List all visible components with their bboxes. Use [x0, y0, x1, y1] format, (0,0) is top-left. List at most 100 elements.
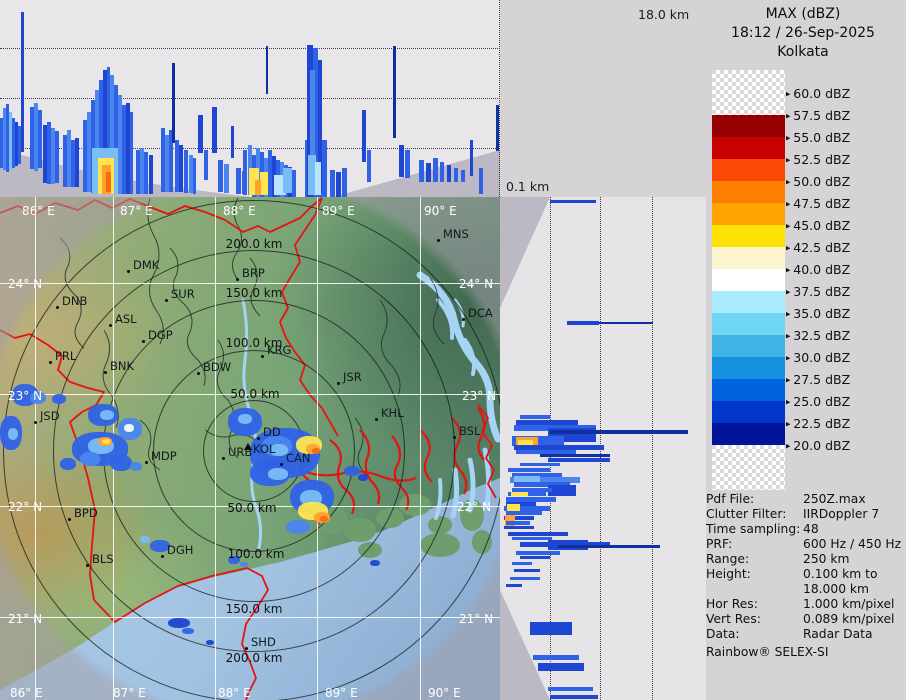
- echo-column: [224, 164, 229, 193]
- echo-blob: [238, 414, 252, 424]
- echo-blob: [182, 628, 194, 634]
- metadata-label: Hor Res:: [706, 597, 758, 611]
- echo-row: [508, 468, 550, 472]
- metadata-label: PRF:: [706, 537, 733, 551]
- longitude-label: 89° E: [322, 204, 355, 218]
- dbz-tick-label: ▸ 37.5 dBZ: [785, 284, 851, 299]
- metadata-label: Pdf File:: [706, 492, 755, 506]
- product-metadata: Pdf File: 250Z.max Clutter Filter: IIRDoppl…: [706, 492, 904, 660]
- echo-blob: [312, 448, 320, 454]
- tick-arrow-icon: ▸: [785, 330, 791, 341]
- echo-column: [433, 158, 438, 182]
- city-label: BLS: [92, 552, 114, 566]
- tick-arrow-icon: ▸: [785, 176, 791, 187]
- metadata-row: Data: Radar Data: [706, 627, 904, 642]
- echo-column: [461, 170, 465, 182]
- echo-blob: [100, 410, 114, 420]
- echo-row: [512, 436, 564, 446]
- tick-arrow-icon: ▸: [785, 220, 791, 231]
- echo-row: [507, 504, 520, 511]
- echo-column: [426, 163, 431, 182]
- tick-arrow-icon: ▸: [785, 440, 791, 451]
- echo-blob: [8, 428, 18, 440]
- echo-row: [512, 537, 552, 540]
- echo-row: [512, 488, 552, 492]
- city-label: JSR: [343, 370, 362, 384]
- echo-column: [103, 70, 107, 193]
- range-ring-label: 150.0 km: [225, 602, 283, 616]
- echo-row: [533, 655, 579, 660]
- metadata-label: Range:: [706, 552, 750, 566]
- echo-column: [292, 170, 296, 197]
- echo-column: [243, 150, 247, 195]
- echo-column: [0, 118, 3, 168]
- dbz-tick-label: ▸ 55.0 dBZ: [785, 130, 851, 145]
- city-marker: [462, 318, 465, 321]
- tick-arrow-icon: ▸: [785, 352, 791, 363]
- echo-column: [266, 46, 268, 94]
- echo-column: [440, 162, 444, 182]
- echo-row: [550, 200, 596, 203]
- dbz-tick-label: ▸ 42.5 dBZ: [785, 240, 851, 255]
- longitude-label: 87° E: [113, 686, 146, 700]
- dbz-tick-label: ▸ 32.5 dBZ: [785, 328, 851, 343]
- echo-row: [516, 551, 560, 555]
- echo-blob: [124, 424, 134, 432]
- echo-row: [516, 420, 578, 425]
- echo-blob: [130, 462, 142, 471]
- echo-column: [367, 150, 371, 182]
- city-label: BNK: [110, 359, 135, 373]
- echo-blob: [110, 455, 132, 471]
- echo-column: [99, 80, 103, 193]
- latitude-label: 21° N: [8, 612, 43, 626]
- longitude-label: 90° E: [424, 204, 457, 218]
- echo-column: [399, 145, 404, 177]
- echo-column: [140, 148, 144, 194]
- dbz-color-band: [712, 225, 785, 247]
- tick-arrow-icon: ▸: [785, 374, 791, 385]
- echo-row: [520, 463, 560, 466]
- dbz-color-band: [712, 335, 785, 357]
- city-label: SHD: [251, 635, 276, 649]
- city-marker: [49, 361, 52, 364]
- city-label: BSL: [459, 424, 481, 438]
- longitude-label: 86° E: [22, 204, 55, 218]
- echo-column: [419, 160, 424, 182]
- city-label: JSD: [40, 409, 60, 423]
- echo-row: [506, 511, 542, 515]
- longitude-label: 88° E: [218, 686, 251, 700]
- city-label: DMK: [133, 258, 160, 272]
- echo-blob: [140, 536, 150, 543]
- city-marker: [68, 518, 71, 521]
- city-marker: [280, 463, 283, 466]
- city-label: CAN: [286, 451, 311, 465]
- latitude-label: 22° N: [8, 500, 43, 514]
- echo-row: [512, 562, 532, 565]
- top-height-profile-panel: [0, 0, 500, 197]
- tick-arrow-icon: ▸: [785, 286, 791, 297]
- dbz-tick-label: ▸ 45.0 dBZ: [785, 218, 851, 233]
- echo-column: [136, 150, 140, 194]
- dbz-tick-label: ▸ 47.5 dBZ: [785, 196, 851, 211]
- height-axis-min-label: 0.1 km: [506, 179, 550, 194]
- dbz-tick-label: ▸ 22.5 dBZ: [785, 416, 851, 431]
- city-label: ASL: [115, 312, 137, 326]
- dbz-color-band: [712, 181, 785, 203]
- echo-column: [51, 128, 55, 184]
- echo-blob: [228, 556, 240, 564]
- echo-column: [106, 172, 111, 192]
- city-marker: [453, 436, 456, 439]
- city-label: MDP: [151, 449, 177, 463]
- echo-column: [114, 85, 118, 194]
- metadata-value: 600 Hz / 450 Hz: [803, 537, 902, 551]
- metadata-value: 250 km: [803, 552, 850, 566]
- longitude-line: [215, 197, 216, 700]
- city-label: PRL: [55, 349, 77, 363]
- metadata-value: Radar Data: [803, 627, 873, 641]
- dbz-color-band: [712, 115, 785, 137]
- echo-blob: [168, 618, 190, 628]
- echo-row: [548, 485, 576, 496]
- no-data-band: [712, 445, 785, 490]
- metadata-label: Data:: [706, 627, 740, 641]
- echo-column: [496, 105, 499, 151]
